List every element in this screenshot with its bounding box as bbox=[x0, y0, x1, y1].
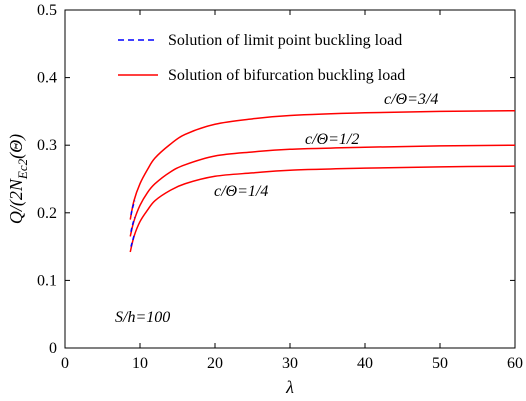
series-line-2 bbox=[129, 165, 516, 253]
x-axis-label: λ bbox=[285, 377, 294, 397]
annotation-curve-3-4: c/Θ=3/4 bbox=[384, 91, 438, 108]
series-group bbox=[129, 109, 516, 253]
x-tick-label: 30 bbox=[282, 355, 298, 372]
legend-label-0: Solution of limit point buckling load bbox=[168, 32, 402, 49]
y-tick-label: 0.1 bbox=[37, 272, 57, 289]
x-tick-label: 10 bbox=[132, 355, 148, 372]
x-tick-label: 50 bbox=[432, 355, 448, 372]
y-axis-label-tail: (Θ) bbox=[6, 134, 27, 159]
series-line-0 bbox=[129, 109, 516, 220]
series-line-5 bbox=[130, 232, 136, 247]
annotations: S/h=100 c/Θ=3/4 c/Θ=1/2 c/Θ=1/4 bbox=[115, 91, 438, 326]
x-tick-label: 60 bbox=[507, 355, 523, 372]
series-line-4 bbox=[130, 217, 136, 232]
axes: 0 10 20 30 40 50 60 0 0.1 0.2 0.3 0.4 0.5 bbox=[37, 2, 523, 372]
x-tick-label: 0 bbox=[61, 355, 69, 372]
y-axis-label: Q/(2NEc2(Θ) bbox=[6, 134, 30, 224]
y-tick-label: 0.5 bbox=[37, 2, 57, 19]
legend-label-1: Solution of bifurcation buckling load bbox=[168, 67, 405, 84]
series-line-1 bbox=[129, 144, 516, 237]
x-tick-label: 40 bbox=[357, 355, 373, 372]
y-tick-label: 0.3 bbox=[37, 137, 57, 154]
y-tick-label: 0.4 bbox=[37, 70, 57, 87]
y-axis-label-sub: Ec2 bbox=[15, 158, 30, 180]
y-axis-label-main: Q/(2N bbox=[6, 178, 27, 224]
x-tick-label: 20 bbox=[207, 355, 223, 372]
annotation-curve-1-4: c/Θ=1/4 bbox=[214, 183, 268, 200]
annotation-curve-1-2: c/Θ=1/2 bbox=[305, 131, 359, 148]
legend: Solution of limit point buckling load Sol… bbox=[118, 32, 405, 84]
y-tick-label: 0 bbox=[49, 340, 57, 357]
annotation-param: S/h=100 bbox=[115, 309, 170, 326]
series-line-3 bbox=[130, 200, 136, 215]
y-tick-label: 0.2 bbox=[37, 205, 57, 222]
